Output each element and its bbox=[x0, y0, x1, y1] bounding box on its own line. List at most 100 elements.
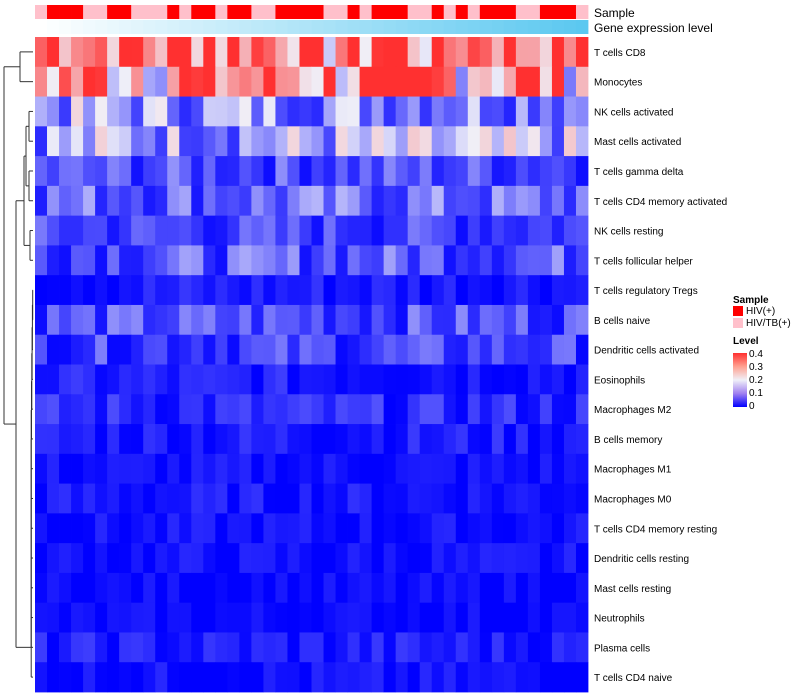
heatmap-cell bbox=[359, 245, 373, 276]
heatmap-cell bbox=[503, 453, 517, 484]
heatmap-cell bbox=[35, 215, 48, 246]
heatmap-cell bbox=[323, 424, 336, 455]
heatmap-cell bbox=[419, 215, 433, 246]
heatmap-cell bbox=[503, 66, 517, 97]
heatmap-cell bbox=[479, 632, 493, 663]
level-legend-title: Level bbox=[733, 336, 759, 347]
heatmap-cell bbox=[347, 662, 360, 693]
heatmap-cell bbox=[47, 126, 60, 157]
sample-annot-cell bbox=[107, 5, 120, 19]
heatmap-cell bbox=[371, 245, 385, 276]
heatmap-cell bbox=[503, 543, 517, 574]
heatmap-cell bbox=[359, 275, 373, 306]
heatmap-cell bbox=[119, 66, 132, 97]
heatmap-cell bbox=[227, 453, 240, 484]
heatmap-cell bbox=[419, 334, 433, 365]
heatmap-cell bbox=[527, 572, 541, 604]
heatmap-cell bbox=[167, 632, 180, 663]
heatmap-cell bbox=[35, 453, 48, 484]
heatmap-cell bbox=[431, 185, 445, 217]
heatmap-cell bbox=[431, 483, 445, 514]
heatmap-cell bbox=[551, 483, 565, 514]
heatmap-cell bbox=[467, 275, 481, 306]
heatmap-cell bbox=[527, 215, 541, 246]
heatmap-cell bbox=[563, 662, 577, 693]
heatmap-cell bbox=[383, 156, 397, 187]
heatmap-cell bbox=[227, 572, 240, 604]
heatmap-cell bbox=[299, 334, 312, 365]
heatmap-cell bbox=[35, 424, 48, 455]
heatmap-cell bbox=[443, 364, 457, 395]
heatmap-cell bbox=[563, 245, 577, 276]
heatmap-cell bbox=[503, 245, 517, 276]
heatmap-cell bbox=[263, 275, 276, 306]
heatmap-cell bbox=[131, 66, 144, 97]
expression-annot-cell bbox=[251, 20, 264, 34]
heatmap-cell bbox=[71, 394, 84, 425]
heatmap-cell bbox=[371, 572, 385, 604]
heatmap-cell bbox=[455, 334, 469, 365]
heatmap-cell bbox=[179, 394, 192, 425]
heatmap-cell bbox=[563, 483, 577, 514]
heatmap-cell bbox=[83, 275, 96, 306]
heatmap-cell bbox=[335, 364, 348, 395]
heatmap-cell bbox=[455, 364, 469, 395]
heatmap-cell bbox=[455, 96, 469, 127]
sample-annot-cell bbox=[275, 5, 288, 19]
heatmap-cell bbox=[503, 632, 517, 663]
heatmap-cell bbox=[155, 572, 168, 604]
heatmap-cell bbox=[395, 662, 409, 693]
heatmap-cell bbox=[287, 602, 300, 633]
heatmap-cell bbox=[323, 662, 336, 693]
sample-annot-cell bbox=[59, 5, 72, 19]
heatmap-cell bbox=[251, 185, 264, 217]
heatmap-cell bbox=[251, 483, 264, 514]
level-tick-0-2: 0.2 bbox=[749, 375, 763, 386]
heatmap-cell bbox=[371, 662, 385, 693]
sample-annot-cell bbox=[299, 5, 312, 19]
heatmap-cell bbox=[431, 602, 445, 633]
heatmap-cell bbox=[383, 185, 397, 217]
heatmap-cell bbox=[191, 215, 204, 246]
heatmap-cell bbox=[335, 602, 348, 633]
heatmap-cell bbox=[71, 483, 84, 514]
heatmap-cell bbox=[431, 275, 445, 306]
heatmap-cell bbox=[227, 334, 240, 365]
heatmap-cell bbox=[359, 215, 373, 246]
heatmap-cell bbox=[383, 602, 397, 633]
heatmap-cell bbox=[263, 572, 276, 604]
heatmap-cell bbox=[47, 424, 60, 455]
sample-annot-cell bbox=[347, 5, 360, 19]
heatmap-cell bbox=[443, 37, 457, 68]
heatmap-cell bbox=[35, 483, 48, 514]
heatmap-cell bbox=[47, 602, 60, 633]
heatmap-cell bbox=[311, 394, 324, 425]
heatmap-cell bbox=[359, 185, 373, 217]
heatmap-cell bbox=[419, 245, 433, 276]
heatmap-cell bbox=[467, 185, 481, 217]
heatmap-cell bbox=[359, 156, 373, 187]
heatmap-cell bbox=[203, 215, 216, 246]
heatmap-cell bbox=[359, 572, 373, 604]
heatmap-cell bbox=[143, 662, 156, 693]
heatmap-cell bbox=[143, 245, 156, 276]
heatmap-cell bbox=[503, 215, 517, 246]
heatmap-cell bbox=[515, 543, 529, 574]
heatmap-cell bbox=[95, 185, 108, 217]
heatmap-cell bbox=[323, 66, 336, 97]
heatmap-cell bbox=[227, 483, 240, 514]
heatmap-cell bbox=[71, 126, 84, 157]
heatmap-cell bbox=[431, 215, 445, 246]
heatmap-cell bbox=[167, 364, 180, 395]
heatmap-cell bbox=[503, 185, 517, 217]
heatmap-cell bbox=[71, 513, 84, 544]
heatmap-cell bbox=[95, 215, 108, 246]
heatmap-cell bbox=[455, 662, 469, 693]
heatmap-cell bbox=[551, 334, 565, 365]
heatmap-cell bbox=[71, 37, 84, 68]
heatmap-cell bbox=[191, 394, 204, 425]
heatmap-cell bbox=[83, 126, 96, 157]
heatmap-cell bbox=[455, 632, 469, 663]
heatmap-cell bbox=[467, 483, 481, 514]
heatmap-cell bbox=[515, 453, 529, 484]
